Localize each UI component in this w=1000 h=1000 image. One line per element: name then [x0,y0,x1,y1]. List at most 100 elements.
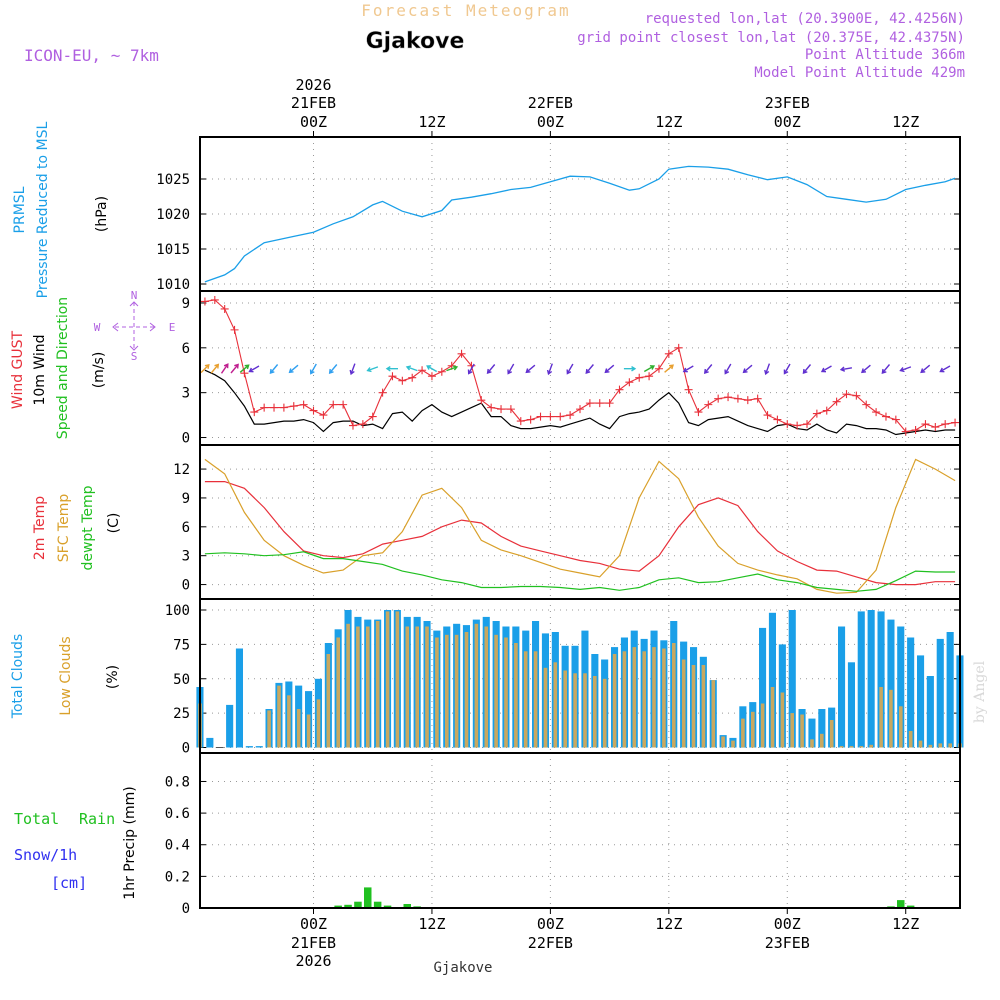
temp2m-series-line [204,481,956,586]
gust-marker [556,412,565,421]
clouds-ytick-label: 50 [173,672,190,688]
label-total: Total [14,810,59,828]
wind-direction-arrow [682,365,694,373]
total-clouds-bar [838,626,846,748]
low-clouds-bar [425,626,429,748]
precip-ytick-label: 0 [182,901,190,917]
wind-direction-arrow [366,366,379,373]
label-speed-direction: Speed and Direction [55,297,71,439]
label-pressure-msl: Pressure Reduced to MSL [35,121,51,298]
gust-marker [921,420,930,429]
wind-direction-arrow [426,365,438,373]
low-clouds-bar [741,718,745,748]
low-clouds-bar [435,637,439,748]
wind-direction-arrow [623,366,637,372]
gust-marker [378,388,387,397]
gust-marker [388,372,397,381]
gust-marker [852,391,861,400]
gust-marker [822,406,831,415]
label-celsius: (C) [106,513,122,534]
gust-marker [210,295,219,304]
temperature-panel: 0 3 6 9 12 [173,445,960,599]
total-clouds-bar [897,626,905,748]
compass-icon: N W E S [94,289,176,363]
low-clouds-bar [336,637,340,748]
wind-series-line [204,369,956,436]
low-clouds-bar [474,623,479,748]
gust-marker [319,411,328,420]
footer-location: Gjakove [433,960,492,976]
low-clouds-bar [543,667,548,748]
pressure-panel: 1010 1015 1020 1025 [156,137,960,293]
rain-bar [354,901,362,908]
total-clouds-bar [847,662,855,748]
wind-direction-arrow [288,364,299,374]
gust-marker [368,412,377,421]
bottom-date-label: 23FEB [765,934,810,952]
low-clouds-bar [691,665,696,748]
label-wind-gust: Wind GUST [10,330,26,409]
gust-marker [536,412,545,421]
low-clouds-bar [366,626,370,748]
label-dewpt-temp: dewpt Temp [80,485,96,570]
total-clouds-bar [788,610,796,748]
low-clouds-bar [563,670,567,748]
gust-marker [289,402,298,411]
total-clouds-bar [768,612,776,748]
gust-marker [674,343,683,352]
wind-direction-arrow [861,364,871,374]
total-clouds-bar [926,676,934,748]
low-clouds-bar [612,654,617,748]
low-clouds-bar [760,703,765,748]
wind-direction-arrow [220,363,229,374]
gust-marker [270,403,279,412]
wind-direction-arrow [764,363,771,376]
gust-marker [733,394,742,403]
low-clouds-bar [326,654,331,748]
gust-marker [418,366,427,375]
low-clouds-bar [829,720,834,748]
wind-direction-arrow [239,364,250,373]
wind-labels: Wind GUST 10m Wind Speed and Direction (… [10,289,175,439]
gust-marker [230,325,239,334]
gust-marker [951,418,960,427]
wind-ytick-label: 6 [182,341,190,357]
bottom-time-label: 12Z [418,915,445,933]
wind-direction-arrow [309,363,317,375]
gust-marker [398,376,407,385]
precip-ytick-label: 0.4 [165,838,190,854]
model-altitude: Model Point Altitude 429m [754,65,965,81]
low-clouds-bar [445,634,449,748]
bottom-time-label: 12Z [892,915,919,933]
low-clouds-bar [642,651,646,748]
wind-direction-arrow [585,364,594,375]
low-clouds-bar [701,665,706,748]
wind-direction-arrow [446,365,459,372]
clouds-panel-border [199,598,961,754]
gust-marker [832,397,841,406]
low-clouds-bar [869,744,873,748]
wind-direction-arrow [328,364,338,374]
wind-direction-arrow [881,364,891,374]
total-clouds-bar [946,632,954,748]
precip-ytick-label: 0.2 [165,869,190,885]
low-clouds-bar [800,714,804,748]
bottom-time-label: 00Z [537,915,564,933]
rain-bar [897,900,905,908]
label-prmsl: PRMSL [12,186,28,233]
gust-marker [348,421,357,430]
total-clouds-bar [226,704,234,748]
temperature-panel-border [199,444,961,600]
low-clouds-bar [790,713,794,748]
gust-marker [724,393,733,402]
low-clouds-bar [415,626,419,748]
wind-direction-arrow [467,363,475,375]
wind-direction-arrow [783,363,791,375]
chart-title: Forecast Meteogram [361,1,570,20]
compass-east: E [169,321,176,334]
gust-marker [645,372,654,381]
gust-marker [625,378,634,387]
wind-direction-arrow [839,366,853,372]
gust-marker [793,421,802,430]
